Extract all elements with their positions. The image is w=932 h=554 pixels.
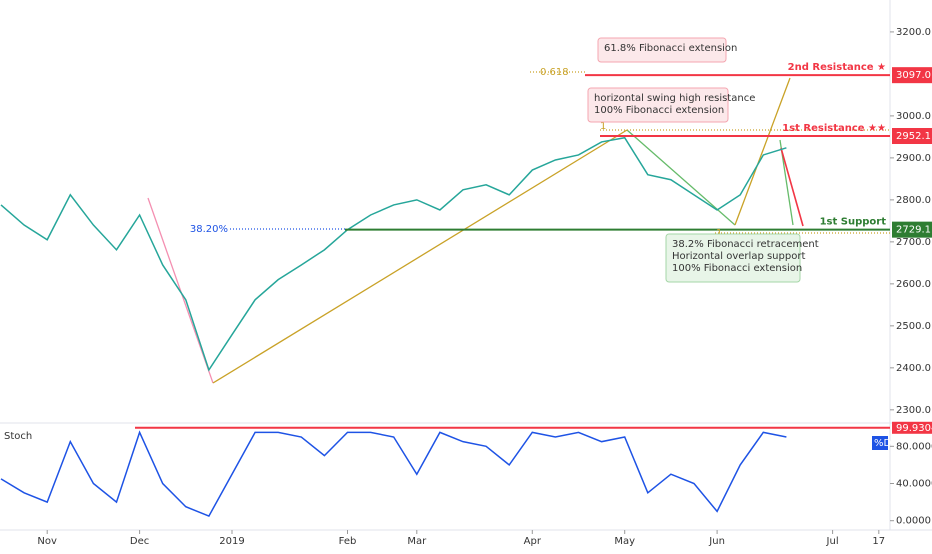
x-tick-label: Dec <box>130 536 149 547</box>
y-tick-label: 2800.0 <box>896 195 931 206</box>
legend: %D <box>874 438 892 449</box>
x-tick-label: 17 <box>872 536 885 547</box>
y-tick-label: 3000.0 <box>896 111 931 122</box>
x-tick-label: Mar <box>407 536 427 547</box>
x-tick-label: Nov <box>37 536 57 547</box>
callout-box <box>665 233 801 283</box>
x-tick-label: Jun <box>708 536 725 547</box>
price-label: 99.9304 <box>896 423 932 434</box>
arrow <box>734 77 791 226</box>
arrow <box>626 129 736 226</box>
y-tick-label: 2500.0 <box>896 321 931 332</box>
price-line <box>0 430 787 517</box>
price-line <box>0 136 787 372</box>
y-tick-label: 2900.0 <box>896 153 931 164</box>
level-name: 1st Support <box>820 217 887 228</box>
x-tick-label: Jul <box>826 536 839 547</box>
callout-text: 38.2% Fibonacci retracement <box>672 239 819 250</box>
fib-label: 0.618 <box>540 67 569 78</box>
x-tick-label: May <box>614 536 635 547</box>
price-label-box <box>892 128 932 145</box>
level-name: 1st Resistance ★★ <box>782 123 886 134</box>
callout-box <box>597 37 727 63</box>
callout-box <box>587 87 729 123</box>
arrow <box>212 129 628 384</box>
callout-text: 100% Fibonacci extension <box>594 105 724 116</box>
y-tick-label: 2300.0 <box>896 405 931 416</box>
callout-text: horizontal swing high resistance <box>594 93 755 104</box>
pane-title: Stoch <box>4 431 32 442</box>
y-tick-label: 2400.0 <box>896 363 931 374</box>
y-tick-label: 2700.0 <box>896 237 931 248</box>
y-tick-label: 40.0000 <box>896 479 932 490</box>
callout-text: 61.8% Fibonacci extension <box>604 43 737 54</box>
y-tick-label: 3200.0 <box>896 27 931 38</box>
price-label: 3097.0 <box>896 70 931 81</box>
drawings <box>147 71 890 384</box>
y-tick-label: 0.0000 <box>896 516 931 527</box>
callout-text: Horizontal overlap support <box>672 251 805 262</box>
y-tick-label: 2600.0 <box>896 279 931 290</box>
fib-label: 38.20% <box>190 224 228 235</box>
price-label: 2729.1 <box>896 225 931 236</box>
x-tick-label: Apr <box>524 536 542 547</box>
x-tick-label: Feb <box>339 536 357 547</box>
x-tick-label: 2019 <box>219 536 244 547</box>
price-label-box <box>892 67 932 84</box>
callout-text: 100% Fibonacci extension <box>672 263 802 274</box>
legend-box <box>872 436 888 450</box>
price-label-box <box>892 421 932 434</box>
fib-label: 1 <box>600 121 606 132</box>
level-name: 2nd Resistance ★ <box>788 62 886 73</box>
arrow <box>780 147 804 227</box>
y-tick-label: 80.0000 <box>896 441 932 452</box>
price-label-box <box>892 221 932 238</box>
price-label: 2952.1 <box>896 131 931 142</box>
